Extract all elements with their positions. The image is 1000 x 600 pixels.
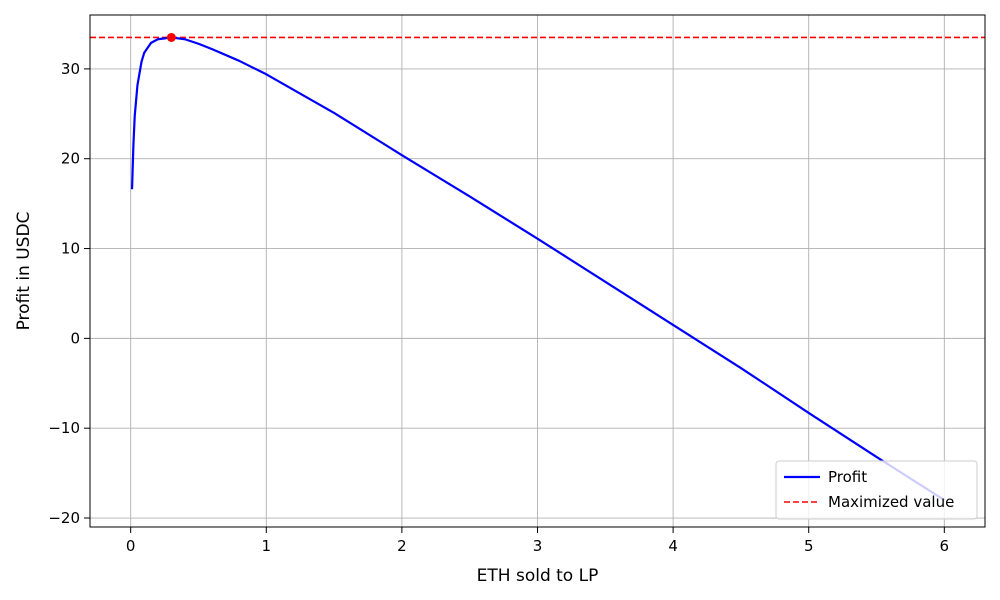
x-tick-label: 2 — [397, 537, 407, 555]
x-tick-label: 3 — [533, 537, 543, 555]
y-tick-label: 20 — [61, 150, 80, 168]
x-tick-label: 1 — [262, 537, 272, 555]
x-tick-label: 5 — [804, 537, 814, 555]
y-tick-label: 0 — [70, 329, 80, 347]
x-tick-label: 4 — [668, 537, 678, 555]
legend: Profit Maximized value — [775, 460, 978, 520]
grid — [90, 15, 985, 527]
y-tick-label: 30 — [61, 60, 80, 78]
y-tick-label: −10 — [48, 419, 80, 437]
x-tick-label: 6 — [940, 537, 950, 555]
plot-area — [90, 32, 985, 501]
y-axis-label: Profit in USDC — [14, 212, 34, 331]
y-tick-label: −20 — [48, 509, 80, 527]
x-axis-label: ETH sold to LP — [477, 566, 599, 586]
y-axis-ticks: −20 −10 0 10 20 30 — [48, 60, 90, 527]
x-tick-label: 0 — [126, 537, 136, 555]
legend-box — [775, 460, 978, 520]
legend-label-maximized-value: Maximized value — [828, 493, 954, 511]
x-axis-ticks: 0 1 2 3 4 5 6 — [126, 527, 949, 555]
legend-label-profit: Profit — [828, 468, 867, 486]
y-tick-label: 10 — [61, 240, 80, 258]
profit-series-line — [130, 36, 945, 501]
max-point-marker — [166, 32, 176, 42]
